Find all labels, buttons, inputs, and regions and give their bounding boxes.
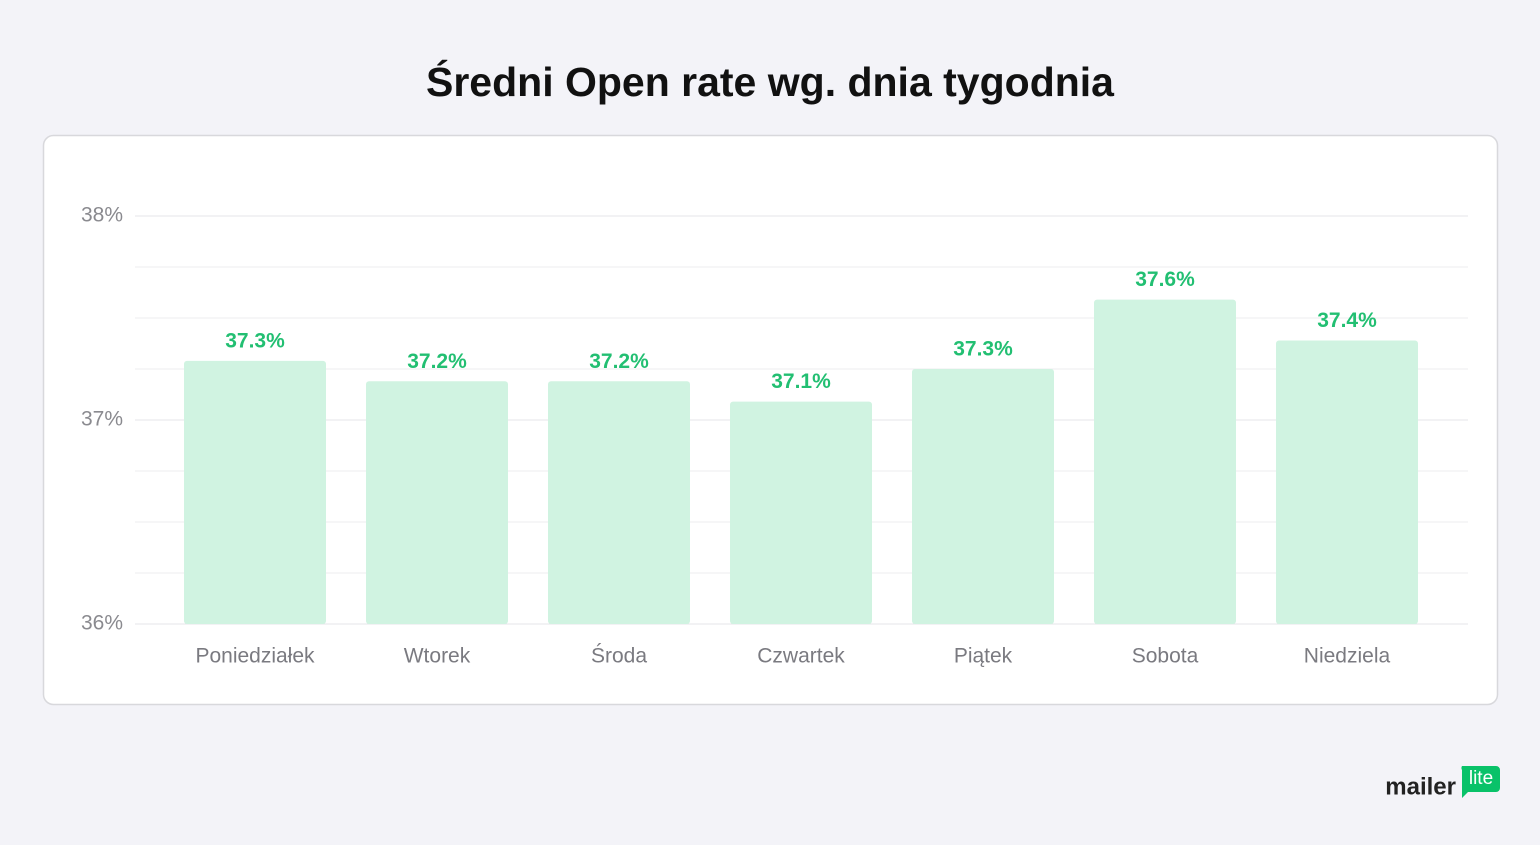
y-tick-label: 36% — [81, 612, 123, 635]
bar — [912, 369, 1054, 624]
x-tick-label: Niedziela — [1304, 645, 1391, 668]
brand-name: mailer — [1385, 773, 1456, 800]
value-label: 37.4% — [1317, 309, 1377, 332]
plot-area: 36% 37% 38% 37.3% Poniedziałek 37.2% Wtorek 37.… — [81, 204, 1468, 668]
value-label: 37.3% — [953, 338, 1013, 361]
x-tick-label: Środa — [591, 644, 647, 668]
brand-badge-text: lite — [1469, 768, 1493, 789]
bar — [184, 360, 326, 624]
bar — [548, 381, 690, 624]
x-tick-label: Czwartek — [757, 645, 845, 668]
value-label: 37.2% — [589, 350, 649, 373]
value-label: 37.1% — [771, 370, 831, 393]
bar — [1276, 340, 1418, 624]
value-label: 37.3% — [225, 329, 285, 352]
x-tick-label: Piątek — [954, 645, 1013, 668]
x-tick-label: Poniedziałek — [195, 645, 315, 668]
bar — [1094, 299, 1236, 624]
value-label: 37.6% — [1135, 268, 1195, 291]
x-tick-label: Wtorek — [404, 645, 471, 668]
bar — [730, 401, 872, 624]
chart-title: Średni Open rate wg. dnia tygodnia — [426, 59, 1115, 105]
y-tick-label: 37% — [81, 408, 123, 431]
brand-badge — [1461, 766, 1500, 798]
x-tick-label: Sobota — [1132, 645, 1199, 668]
bar — [366, 381, 508, 624]
brand-logo: mailer lite — [1385, 766, 1500, 800]
value-label: 37.2% — [407, 350, 467, 373]
y-tick-label: 38% — [81, 204, 123, 227]
